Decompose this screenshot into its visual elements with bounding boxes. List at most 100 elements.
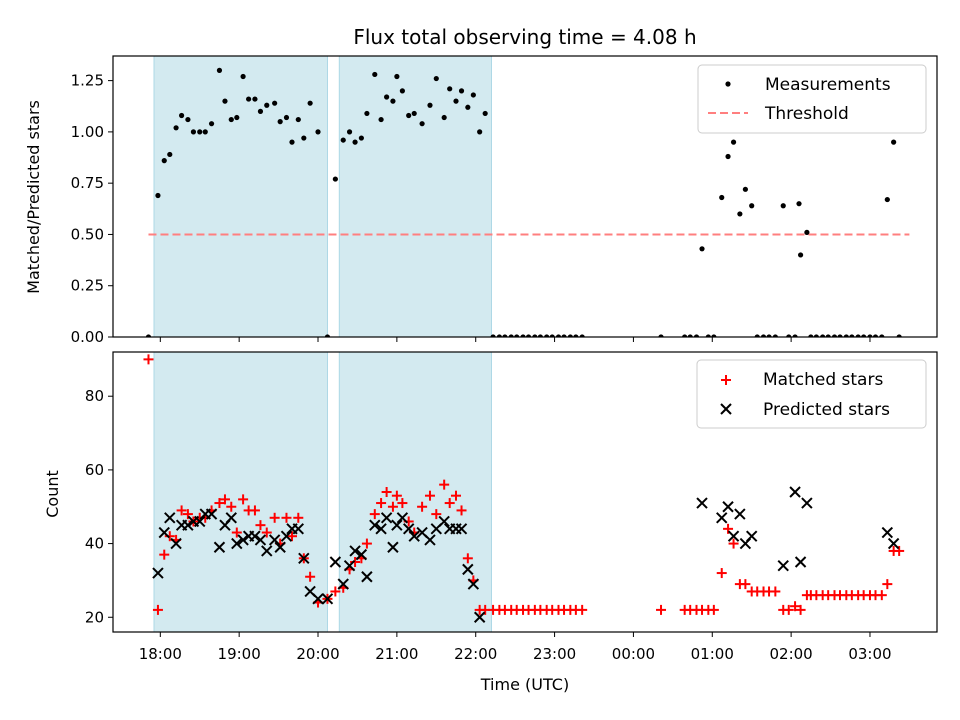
bottom-y-tick-label: 40 (85, 535, 104, 553)
bottom-axes-frame (112, 351, 938, 633)
predicted-star-point (274, 541, 286, 553)
measurement-point (537, 334, 543, 337)
predicted-star-point (152, 567, 164, 579)
measurement-point (433, 75, 439, 82)
top-legend: Measurements Threshold (697, 64, 927, 134)
measurement-point (145, 334, 152, 337)
predicted-star-point (727, 530, 740, 542)
x-axis-label: Time (UTC) (480, 675, 569, 694)
measurement-point (411, 110, 417, 117)
predicted-star-point (225, 512, 237, 524)
matched-star-point (176, 505, 187, 516)
bottom-plot-area (143, 354, 905, 623)
measurement-point (861, 334, 867, 337)
matched-star-point (439, 479, 450, 490)
measurement-point (849, 334, 855, 337)
matched-star-point (462, 553, 473, 564)
predicted-star-b (424, 534, 436, 546)
measurement-point (315, 129, 321, 135)
predicted-star-b (213, 541, 226, 553)
measurement-point (891, 139, 897, 145)
matched-star-point (577, 604, 588, 615)
predicted-star-b (261, 545, 273, 557)
predicted-star-point (182, 519, 194, 531)
measurement-point (867, 334, 873, 337)
measurement-point (246, 96, 252, 102)
matched-star-point (249, 505, 260, 516)
predicted-star-point (391, 519, 403, 531)
bottom-legend: Matched stars Predicted stars (696, 359, 927, 429)
matched-legend-label: Matched stars (763, 370, 883, 390)
predicted-star-b (237, 534, 249, 546)
matched-star-point (182, 509, 193, 520)
predicted-star-point (343, 559, 356, 572)
x-tick-label: 01:00 (691, 645, 734, 663)
matched-star-point (231, 527, 242, 538)
predicted-star-b (716, 512, 728, 524)
predicted-star-b (801, 497, 813, 509)
measurement-point (737, 211, 743, 217)
matched-star-point (417, 501, 428, 512)
matched-star-point (293, 512, 304, 523)
measurement-point (234, 114, 240, 121)
predicted-star-point (361, 571, 373, 583)
predicted-star-b (473, 611, 486, 623)
predicted-star-b (402, 523, 415, 535)
measurement-point (406, 112, 412, 119)
measurement-point (508, 334, 514, 337)
measurement-point (749, 203, 755, 209)
matched-star-point (397, 498, 408, 509)
matched-star-point (238, 494, 249, 505)
measurement-point (277, 119, 283, 125)
measurement-point (879, 334, 885, 337)
measurement-point (549, 334, 555, 337)
predicted-star-b (777, 559, 789, 572)
predicted-star-point (349, 545, 361, 557)
measurement-point (730, 139, 737, 145)
predicted-star-b (391, 519, 403, 531)
measurement-point (808, 334, 814, 337)
chart-title: Flux total observing time = 4.08 h (353, 25, 696, 49)
measurement-point (766, 334, 772, 337)
predicted-star-b (254, 534, 267, 546)
measurement-point (364, 110, 370, 117)
predicted-star-point (387, 541, 399, 553)
measurement-point (358, 135, 364, 141)
measurement-point (427, 102, 433, 108)
matched-star-point (255, 520, 266, 531)
matched-star-point (723, 523, 734, 534)
measurement-point (264, 102, 270, 108)
measurement-point (390, 98, 396, 104)
bottom-y-tick-label: 20 (85, 608, 104, 626)
predicted-star-point (268, 534, 281, 546)
top-plot-area (145, 67, 910, 337)
predicted-star-point (881, 526, 894, 539)
measurement-point (792, 334, 798, 337)
predicted-star-b (438, 515, 450, 528)
measurement-point (257, 108, 264, 114)
measurement-point (190, 129, 197, 135)
measurement-point (786, 334, 792, 337)
predicted-star-point (745, 530, 758, 542)
predicted-star-point (170, 537, 182, 550)
measurement-point (760, 334, 767, 337)
observing-window-1 (153, 351, 328, 633)
measurement-point (754, 334, 760, 337)
predicted-star-b (329, 556, 342, 568)
measurement-point (185, 116, 191, 123)
top-y-tick-label: 0.50 (71, 225, 104, 243)
matched-star-point (330, 586, 341, 597)
predicted-star-b (416, 526, 428, 539)
measurement-point (167, 151, 173, 158)
measurement-point (222, 98, 228, 104)
threshold-legend-label: Threshold (764, 104, 849, 124)
bottom-legend-frame (696, 359, 927, 429)
measurement-point (289, 139, 295, 145)
predicted-star-b (881, 526, 894, 539)
bottom-y-axis-label: Count (43, 470, 62, 518)
measurement-point (465, 104, 471, 110)
measurement-point (179, 112, 185, 119)
measurement-point (699, 246, 705, 252)
predicted-star-b (789, 486, 801, 498)
measurement-point (447, 86, 453, 92)
